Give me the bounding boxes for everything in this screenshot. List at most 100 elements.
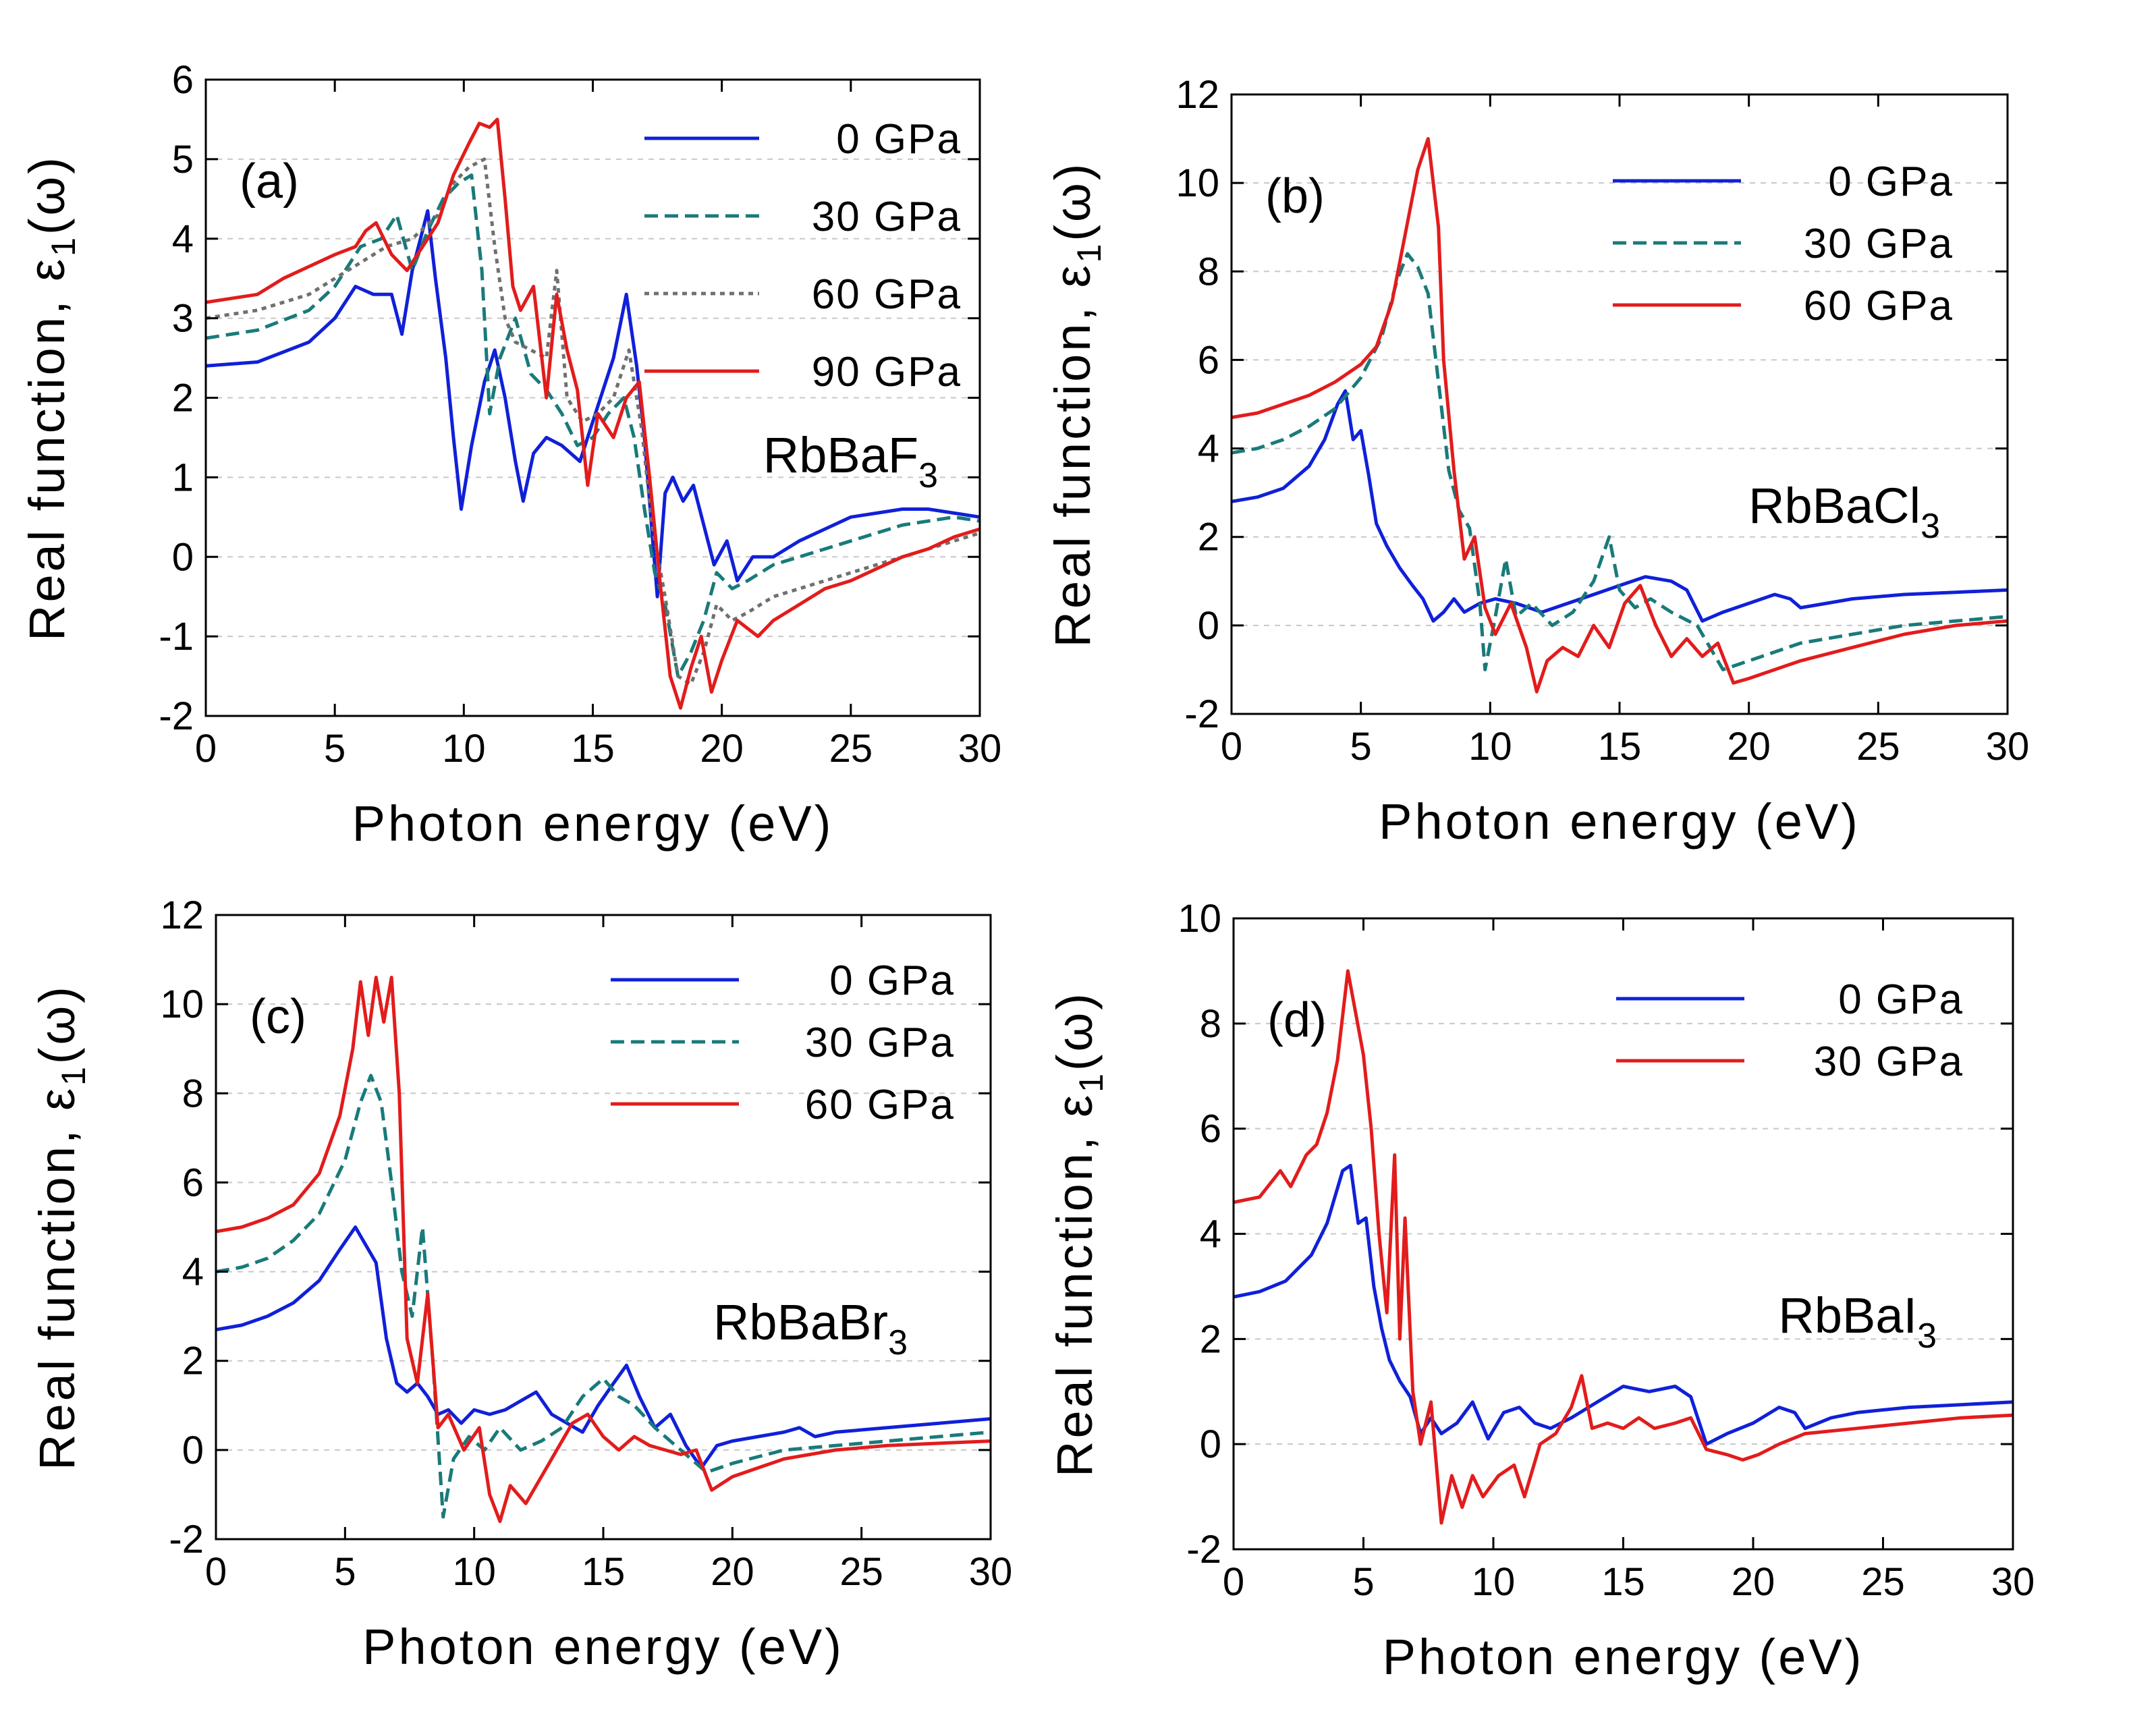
- y-tick-label: -2: [159, 694, 194, 738]
- compound-label: RbBaCl3: [1748, 478, 1940, 546]
- x-tick-label: 25: [839, 1550, 883, 1594]
- y-tick-label: 2: [182, 1339, 204, 1383]
- legend-entry: 0 GPa: [836, 116, 962, 163]
- y-tick-label: 12: [160, 893, 204, 937]
- series-line-0-gpa: [1232, 389, 2008, 623]
- legend-entry: 60 GPa: [805, 1082, 955, 1128]
- y-tick-label: 0: [172, 535, 194, 579]
- y-tick-label: 6: [172, 58, 194, 102]
- x-tick-label: 0: [205, 1550, 227, 1594]
- x-tick-label: 20: [711, 1550, 754, 1594]
- y-tick-label: 0: [1200, 1422, 1221, 1466]
- chart-panel-1: 0 5 10 15 20 25 30 -2 -1 0 1 2 3 4 5 6 Photon energy (eV…: [19, 58, 1001, 852]
- x-tick-label: 15: [1601, 1560, 1645, 1604]
- panel-label: (c): [250, 990, 306, 1044]
- x-tick-label: 25: [1861, 1560, 1905, 1604]
- y-axis-title: Real function, ε1(ω): [29, 984, 92, 1470]
- y-axis-title: Real function, ε1(ω): [19, 155, 82, 641]
- y-tick-label: 4: [1200, 1213, 1221, 1256]
- y-axis-title: Real function, ε1(ω): [1045, 161, 1108, 648]
- x-tick-label: 20: [700, 727, 744, 771]
- y-tick-label: 3: [172, 297, 194, 341]
- series-line-30-gpa: [1234, 969, 2013, 1525]
- x-tick-label: 30: [958, 727, 1002, 771]
- x-tick-label: 10: [442, 727, 486, 771]
- y-tick-label: 6: [1200, 1107, 1221, 1151]
- y-tick-label: 10: [160, 982, 204, 1026]
- y-tick-label: 2: [172, 377, 194, 420]
- y-tick-label: 12: [1176, 73, 1219, 117]
- compound-label: RbBaF3: [763, 427, 938, 495]
- x-tick-label: 15: [1598, 725, 1642, 769]
- legend-entry: 0 GPa: [829, 958, 955, 1004]
- x-tick-label: 5: [1352, 1560, 1374, 1604]
- legend-entry: 30 GPa: [1814, 1038, 1964, 1085]
- y-tick-label: 10: [1176, 161, 1219, 205]
- panel-label: (b): [1265, 169, 1325, 223]
- series-line-90-gpa: [206, 117, 980, 710]
- legend-entry: 60 GPa: [1804, 283, 1954, 329]
- x-tick-label: 5: [324, 727, 345, 771]
- y-tick-label: 4: [172, 217, 194, 261]
- x-axis-title: Photon energy (eV): [362, 1619, 844, 1675]
- y-tick-label: 0: [1198, 604, 1219, 648]
- y-tick-label: 2: [1198, 516, 1219, 559]
- y-tick-label: 1: [172, 455, 194, 499]
- series-line-30-gpa: [206, 173, 980, 678]
- y-tick-label: 0: [182, 1428, 204, 1472]
- legend-entry: 0 GPa: [1828, 159, 1954, 205]
- series-line-60-gpa: [1232, 137, 2008, 694]
- x-tick-label: 15: [582, 1550, 626, 1594]
- series-line-0-gpa: [206, 209, 980, 599]
- x-tick-label: 20: [1732, 1560, 1775, 1604]
- x-tick-label: 5: [334, 1550, 356, 1594]
- legend-entry: 30 GPa: [805, 1020, 955, 1066]
- y-tick-label: 8: [1200, 1002, 1221, 1046]
- x-tick-label: 0: [1221, 725, 1242, 769]
- y-tick-label: -2: [1186, 1528, 1221, 1572]
- y-tick-label: -1: [159, 615, 194, 659]
- y-tick-label: -2: [1184, 692, 1219, 736]
- y-axis-title: Real function, ε1(ω): [1047, 991, 1110, 1477]
- y-tick-label: 6: [1198, 338, 1219, 382]
- series-line-60-gpa: [206, 157, 980, 686]
- panel-label: (d): [1267, 993, 1327, 1047]
- y-tick-label: 10: [1178, 897, 1221, 941]
- x-axis-title: Photon energy (eV): [352, 796, 834, 852]
- series-line-60-gpa: [216, 976, 991, 1524]
- x-axis-title: Photon energy (eV): [1383, 1629, 1864, 1685]
- y-tick-label: 4: [182, 1250, 204, 1294]
- x-axis-title: Photon energy (eV): [1379, 794, 1860, 850]
- x-tick-label: 25: [1856, 725, 1900, 769]
- legend-entry: 30 GPa: [1804, 221, 1954, 267]
- x-tick-label: 30: [1986, 725, 2030, 769]
- x-tick-label: 30: [1991, 1560, 2035, 1604]
- legend-entry: 0 GPa: [1838, 976, 1964, 1023]
- legend-entry: 30 GPa: [812, 194, 962, 240]
- compound-label: RbBaI3: [1778, 1287, 1937, 1356]
- x-tick-label: 25: [829, 727, 873, 771]
- y-tick-label: -2: [169, 1518, 204, 1561]
- x-tick-label: 20: [1727, 725, 1771, 769]
- y-tick-label: 2: [1200, 1317, 1221, 1361]
- x-tick-label: 15: [571, 727, 615, 771]
- compound-label: RbBaBr3: [713, 1294, 908, 1362]
- x-tick-label: 10: [1472, 1560, 1516, 1604]
- x-tick-label: 10: [1468, 725, 1512, 769]
- y-tick-label: 4: [1198, 427, 1219, 471]
- x-tick-label: 30: [969, 1550, 1013, 1594]
- y-tick-label: 8: [182, 1072, 204, 1115]
- series-line-0-gpa: [216, 1225, 991, 1470]
- legend-entry: 90 GPa: [812, 349, 962, 395]
- y-tick-label: 6: [182, 1161, 204, 1204]
- x-tick-label: 5: [1350, 725, 1372, 769]
- panel-label: (a): [240, 155, 299, 209]
- y-tick-label: 8: [1198, 250, 1219, 294]
- series-line-30-gpa: [216, 1074, 991, 1519]
- x-tick-label: 10: [452, 1550, 496, 1594]
- plot-frame: [204, 78, 981, 717]
